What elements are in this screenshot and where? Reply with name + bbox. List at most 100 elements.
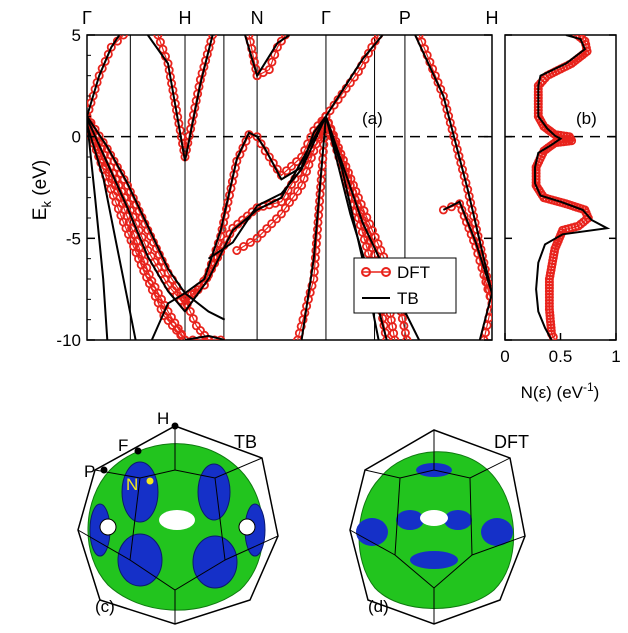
dft-point xyxy=(281,166,291,176)
x-tick-label: 0 xyxy=(500,347,509,366)
dos-dft-point xyxy=(546,317,556,327)
panel-d: DFT (d) xyxy=(349,429,529,625)
dft-point xyxy=(293,186,303,196)
dos-dft-point xyxy=(545,311,555,321)
kpoint-label: Γ xyxy=(82,8,92,28)
panel-d-label: (d) xyxy=(368,597,389,616)
dos-dft-point xyxy=(544,295,554,305)
tb-band-line xyxy=(87,35,121,117)
dos-dft-point xyxy=(546,323,556,333)
panel-c-label: (c) xyxy=(95,597,115,616)
point-h-dot xyxy=(171,422,179,430)
y-tick-label: 5 xyxy=(72,26,81,45)
dft-point xyxy=(103,49,113,59)
tb-band-line xyxy=(442,200,492,294)
dos-dft-point xyxy=(545,314,555,324)
dft-point xyxy=(97,64,107,74)
tb-band-line xyxy=(414,35,492,294)
dos-tb xyxy=(534,35,611,340)
fermi-surface-green-d xyxy=(358,451,515,609)
legend: DFT TB xyxy=(353,257,457,314)
y-tick-label: 0 xyxy=(72,128,81,147)
dft-point xyxy=(239,241,249,251)
tb-band-line xyxy=(244,35,291,79)
point-p-dot xyxy=(100,466,108,474)
dft-point xyxy=(100,56,110,66)
fermi-pocket-blue xyxy=(481,518,513,546)
kpoint-label: Γ xyxy=(321,8,331,28)
panel-d-title: DFT xyxy=(494,432,529,452)
dft-point xyxy=(210,335,220,340)
dos-dft-point xyxy=(544,292,554,302)
dft-point xyxy=(276,36,286,46)
dft-point xyxy=(402,335,412,340)
point-p-label: P xyxy=(84,462,95,481)
dft-point xyxy=(267,57,277,67)
tb-band-line xyxy=(87,120,109,340)
dft-point xyxy=(252,233,262,243)
fermi-pocket-blue xyxy=(197,463,231,521)
legend-dft-marker xyxy=(361,267,371,277)
fermi-hole xyxy=(420,510,448,526)
dft-point xyxy=(257,228,267,238)
bz-edges-d xyxy=(349,430,526,624)
panel-b: 0 0.5 1 (b) N(ε) (eV-1) xyxy=(500,34,621,402)
kpoint-label: H xyxy=(179,8,192,28)
dft-point xyxy=(252,132,262,142)
dos-dft-point xyxy=(544,277,554,287)
kpoint-label: P xyxy=(399,8,411,28)
dos-dft-point xyxy=(544,286,554,296)
dos-dft-point xyxy=(544,304,554,314)
dos-dft-point xyxy=(544,283,554,293)
dft-point xyxy=(280,203,290,213)
dft-point xyxy=(264,65,274,75)
tb-band-line xyxy=(150,291,226,340)
dft-point xyxy=(325,106,335,116)
legend-dft-label: DFT xyxy=(397,263,430,282)
fermi-pocket-blue xyxy=(117,533,163,587)
fermi-pocket-blue xyxy=(410,551,458,569)
panel-b-frame xyxy=(504,34,617,341)
point-f-label: F xyxy=(118,436,128,455)
dos-dft-point xyxy=(531,171,541,181)
fermi-hole xyxy=(99,518,117,536)
dft-point xyxy=(118,35,128,40)
point-n-label: N xyxy=(126,475,138,494)
dft-point xyxy=(232,245,242,255)
dft-point xyxy=(271,214,281,224)
dos-dft-point xyxy=(544,289,554,299)
dft-point xyxy=(185,306,195,316)
x-axis-label: N(ε) (eV-1) xyxy=(521,380,600,402)
x-tick-label: 1 xyxy=(611,347,620,366)
dft-point xyxy=(94,71,104,81)
bz-edges-c xyxy=(77,426,279,624)
tb-band-line xyxy=(478,292,492,340)
dft-point xyxy=(106,42,116,52)
tb-band-line xyxy=(184,334,225,340)
dft-point xyxy=(245,237,255,247)
fermi-hole xyxy=(159,510,195,530)
dft-point xyxy=(264,152,274,162)
x-tick-label: 0.5 xyxy=(549,347,573,366)
fermi-pocket-blue xyxy=(356,518,388,546)
kpoint-label: N xyxy=(251,8,264,28)
panel-a: 5 0 -5 -10 Γ H N Γ P H (a) Ek (eV) DFT TB xyxy=(30,8,499,350)
dft-band-line xyxy=(236,116,327,252)
dft-point xyxy=(262,224,272,234)
dos-dft-point xyxy=(531,174,541,184)
tb-band-line xyxy=(325,35,384,117)
y-axis-label: Ek (eV) xyxy=(30,160,54,220)
dos-dft-point xyxy=(544,274,554,284)
dft-point xyxy=(256,139,266,149)
dos-dft-point xyxy=(544,280,554,290)
dft-point xyxy=(267,219,277,229)
panel-b-label: (b) xyxy=(576,109,597,128)
y-tick-label: -10 xyxy=(56,331,81,350)
dos-tb-line xyxy=(534,35,611,340)
fermi-hole xyxy=(238,518,256,536)
dos-dft-point xyxy=(544,298,554,308)
legend-tb-label: TB xyxy=(397,289,419,308)
legend-dft-marker xyxy=(381,267,391,277)
